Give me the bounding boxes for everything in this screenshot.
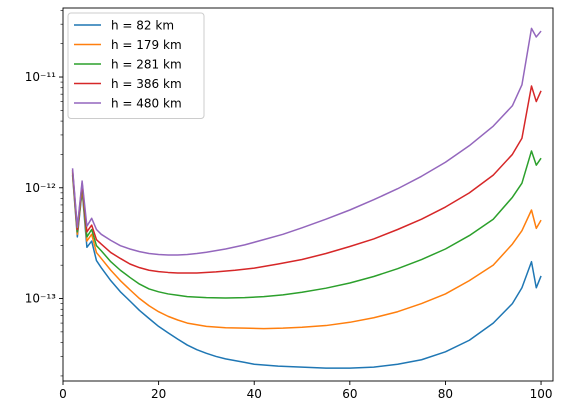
legend: h = 82 km h = 179 km h = 281 km h = 386 km h… xyxy=(67,12,205,119)
series-line xyxy=(71,27,542,256)
y-tick-label: 10⁻¹² xyxy=(25,181,56,195)
series-line xyxy=(71,85,542,274)
y-tick-label: 10⁻¹¹ xyxy=(25,70,56,84)
series-line xyxy=(71,150,542,299)
x-tick-label: 0 xyxy=(59,387,67,401)
x-tick-label: 20 xyxy=(151,387,166,401)
legend-label: h = 82 km xyxy=(111,19,174,33)
legend-label: h = 179 km xyxy=(111,38,182,52)
x-tick-label: 100 xyxy=(530,387,553,401)
legend-label: h = 281 km xyxy=(111,58,182,72)
legend-label: h = 480 km xyxy=(111,97,182,111)
x-tick-label: 60 xyxy=(342,387,357,401)
plot-frame xyxy=(62,7,554,382)
x-tick-label: 40 xyxy=(247,387,262,401)
ticks-layer: 0 20 40 60 80 100 10⁻¹³ 10⁻¹² 10⁻¹¹ xyxy=(25,10,553,401)
series-line xyxy=(71,173,542,330)
x-tick-label: 80 xyxy=(438,387,453,401)
legend-box xyxy=(67,12,205,119)
y-tick-label: 10⁻¹³ xyxy=(25,292,56,306)
lines-layer xyxy=(71,27,542,369)
series-line xyxy=(71,175,542,369)
legend-label: h = 386 km xyxy=(111,77,182,91)
